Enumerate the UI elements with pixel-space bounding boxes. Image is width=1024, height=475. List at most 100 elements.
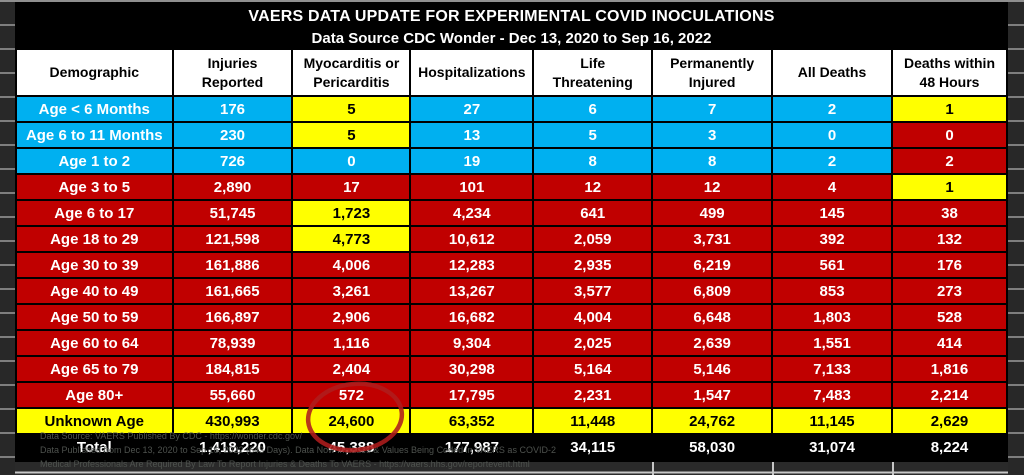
data-cell: 30,298	[409, 355, 535, 383]
spreadsheet-grid-left	[0, 0, 16, 475]
data-cell: 1,551	[771, 329, 893, 357]
data-cell: 6,648	[651, 303, 774, 331]
data-cell: 176	[890, 251, 1009, 279]
data-cell: 63,352	[409, 407, 535, 435]
table-row: Age 1 to 2 726 0 19 8 8 2 2	[15, 147, 1009, 175]
data-cell: 101	[409, 173, 535, 201]
data-cell: 6	[532, 95, 654, 123]
row-label: Age 6 to 11 Months	[15, 121, 174, 149]
column-header: Deaths within 48 Hours	[890, 48, 1009, 97]
data-cell: 176	[171, 95, 294, 123]
column-header: All Deaths	[771, 48, 893, 97]
data-cell: 0	[771, 121, 893, 149]
table-row: Age 6 to 11 Months 230 5 13 5 3 0 0	[15, 121, 1009, 149]
data-cell: 4,006	[291, 251, 412, 279]
table-row: Age 80+ 55,660 572 17,795 2,231 1,547 7,483 2,2…	[15, 381, 1009, 409]
table-row: Age 60 to 64 78,939 1,116 9,304 2,025 2,639 1,…	[15, 329, 1009, 357]
data-cell: 2,906	[291, 303, 412, 331]
data-cell: 2,025	[532, 329, 654, 357]
data-cell: 1,803	[771, 303, 893, 331]
data-cell: 1	[890, 95, 1009, 123]
data-cell: 12,283	[409, 251, 535, 279]
data-cell: 1,723	[291, 199, 412, 227]
data-cell: 13	[409, 121, 535, 149]
data-cell: 4,234	[409, 199, 535, 227]
data-cell: 27	[409, 95, 535, 123]
data-cell: 572	[291, 381, 412, 409]
data-cell: 12	[532, 173, 654, 201]
data-cell: 2,214	[890, 381, 1009, 409]
data-cell: 2,059	[532, 225, 654, 253]
data-cell: 7,483	[771, 381, 893, 409]
data-cell: 13,267	[409, 277, 535, 305]
vaers-data-table: Demographic Injuries Reported Myocarditis …	[15, 48, 1009, 462]
table-row: Age 30 to 39 161,886 4,006 12,283 2,935 6,219…	[15, 251, 1009, 279]
data-cell: 34,115	[532, 433, 654, 462]
data-cell: 31,074	[771, 433, 893, 462]
footnote-date-range: Data Published from Dec 13, 2020 to Sep …	[40, 445, 556, 455]
title-banner: VAERS DATA UPDATE FOR EXPERIMENTAL COVID…	[15, 2, 1008, 48]
row-label: Age 3 to 5	[15, 173, 174, 201]
data-cell: 11,448	[532, 407, 654, 435]
spreadsheet-grid-right	[1008, 0, 1024, 475]
table-row: Age 40 to 49 161,665 3,261 13,267 3,577 6,809…	[15, 277, 1009, 305]
data-cell: 2	[771, 95, 893, 123]
window-top-edge	[0, 0, 1024, 2]
data-cell: 392	[771, 225, 893, 253]
data-cell: 3	[651, 121, 774, 149]
data-cell: 8	[651, 147, 774, 175]
data-cell: 7	[651, 95, 774, 123]
table-row: Age 50 to 59 166,897 2,906 16,682 4,004 6,648…	[15, 303, 1009, 331]
data-cell: 3,261	[291, 277, 412, 305]
data-cell: 499	[651, 199, 774, 227]
data-cell: 16,682	[409, 303, 535, 331]
data-cell: 2,890	[171, 173, 294, 201]
row-label: Age 50 to 59	[15, 303, 174, 331]
data-cell: 184,815	[171, 355, 294, 383]
header-row: Demographic Injuries Reported Myocarditis …	[15, 48, 1009, 97]
table-row: Age 3 to 5 2,890 17 101 12 12 4 1	[15, 173, 1009, 201]
column-header: Demographic	[15, 48, 174, 97]
footnote-reporting-law: Medical Professionals Are Required By La…	[40, 459, 530, 469]
row-label: Unknown Age	[15, 407, 174, 435]
data-cell: 641	[532, 199, 654, 227]
data-cell: 145	[771, 199, 893, 227]
column-header: Hospitalizations	[409, 48, 535, 97]
data-cell: 4,773	[291, 225, 412, 253]
data-cell: 12	[651, 173, 774, 201]
row-label: Age 80+	[15, 381, 174, 409]
data-cell: 6,809	[651, 277, 774, 305]
data-cell: 5,146	[651, 355, 774, 383]
data-cell: 1,418,220	[171, 433, 294, 462]
row-label: Age 65 to 79	[15, 355, 174, 383]
data-cell: 6,219	[651, 251, 774, 279]
table-row: Age 6 to 17 51,745 1,723 4,234 641 499 145 38	[15, 199, 1009, 227]
data-cell: 414	[890, 329, 1009, 357]
data-cell: 9,304	[409, 329, 535, 357]
row-label: Age 30 to 39	[15, 251, 174, 279]
data-cell: 58,030	[651, 433, 774, 462]
data-cell: 132	[890, 225, 1009, 253]
data-cell: 726	[171, 147, 294, 175]
data-cell: 78,939	[171, 329, 294, 357]
data-cell: 2	[771, 147, 893, 175]
data-cell: 38	[890, 199, 1009, 227]
data-cell: 8,224	[890, 433, 1009, 462]
data-cell: 24,762	[651, 407, 774, 435]
table-row: Unknown Age 430,993 24,600 63,352 11,448 24,7…	[15, 407, 1009, 435]
data-cell: 2,935	[532, 251, 654, 279]
data-cell: 161,886	[171, 251, 294, 279]
data-cell: 273	[890, 277, 1009, 305]
data-cell: 2,639	[651, 329, 774, 357]
data-cell: 3,731	[651, 225, 774, 253]
data-cell: 528	[890, 303, 1009, 331]
data-cell: 10,612	[409, 225, 535, 253]
row-label: Age 40 to 49	[15, 277, 174, 305]
data-cell: 161,665	[171, 277, 294, 305]
column-header: Permanently Injured	[651, 48, 774, 97]
data-cell: 4	[771, 173, 893, 201]
data-cell: 4,004	[532, 303, 654, 331]
data-cell: 2,231	[532, 381, 654, 409]
page-subtitle: Data Source CDC Wonder - Dec 13, 2020 to…	[311, 30, 712, 47]
